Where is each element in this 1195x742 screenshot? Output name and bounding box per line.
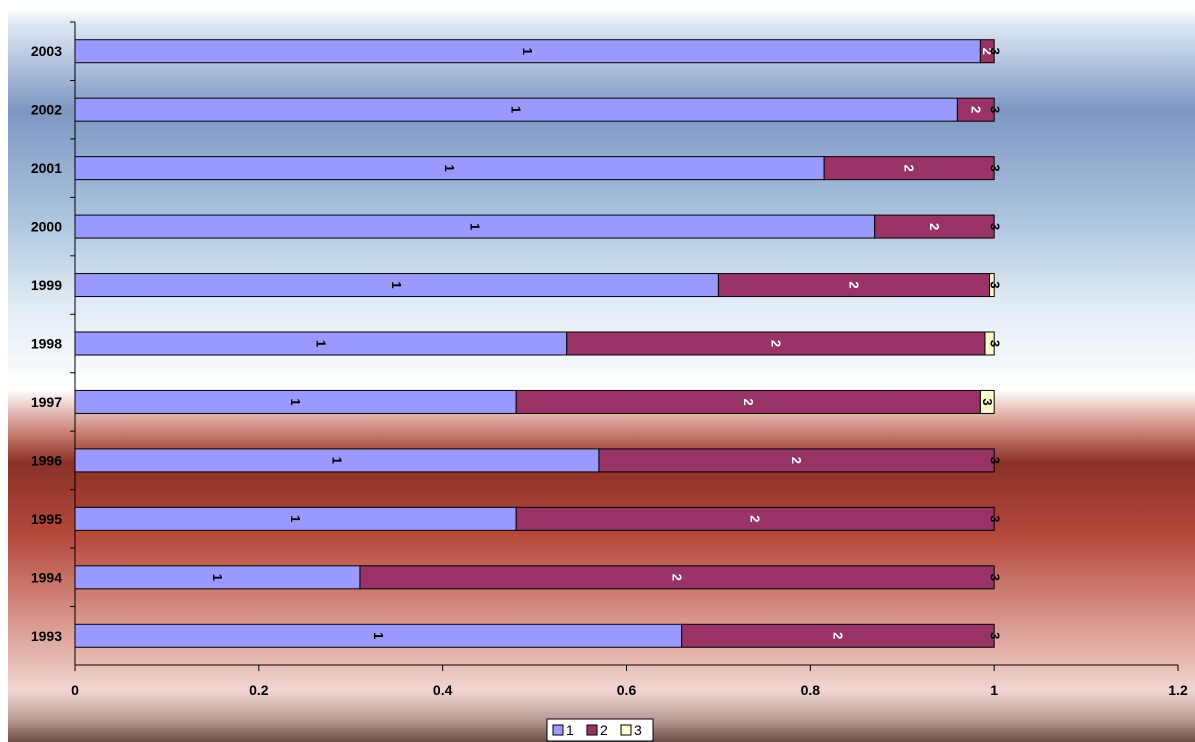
y-tick-label: 1998 <box>31 336 62 352</box>
data-label-series-2: 2 <box>768 340 783 347</box>
data-label-series-2: 2 <box>902 165 917 172</box>
data-label-series-3: 3 <box>988 106 1003 113</box>
data-label-series-1: 1 <box>371 632 386 639</box>
data-label-series-3: 3 <box>988 574 1003 581</box>
data-label-series-1: 1 <box>389 281 404 288</box>
y-tick-label: 1997 <box>31 394 62 410</box>
x-tick-label: 1 <box>990 682 998 698</box>
legend-swatch-series-1 <box>552 724 564 736</box>
data-label-series-3: 3 <box>980 398 995 405</box>
y-tick-label: 2001 <box>31 160 62 176</box>
bar-segment-series-2 <box>979 39 995 64</box>
data-label-series-1: 1 <box>520 48 535 55</box>
data-label-series-3: 3 <box>988 457 1003 464</box>
x-tick-label: 0.2 <box>249 682 269 698</box>
bar-segment-series-2 <box>681 623 995 648</box>
data-label-series-1: 1 <box>288 515 303 522</box>
data-label-series-3: 3 <box>988 515 1003 522</box>
data-label-series-2: 2 <box>980 48 995 55</box>
y-tick-label: 2002 <box>31 102 62 118</box>
bar-segment-series-2 <box>956 97 995 122</box>
bar-segment-series-2 <box>359 565 995 590</box>
x-tick-label: 1.2 <box>1168 682 1188 698</box>
y-tick-label: 1995 <box>31 511 62 527</box>
y-tick-label: 2000 <box>31 219 62 235</box>
y-tick-label: 1999 <box>31 277 62 293</box>
data-label-series-3: 3 <box>988 48 1003 55</box>
legend-swatch-series-3 <box>620 724 632 736</box>
data-label-series-3: 3 <box>988 223 1003 230</box>
y-tick-label: 1993 <box>31 628 62 644</box>
data-label-series-3: 3 <box>988 340 1003 347</box>
legend-swatch-series-2 <box>586 724 598 736</box>
bar-segment-series-2 <box>823 156 995 181</box>
legend-label-series-2: 2 <box>600 722 608 738</box>
bar-segment-series-2 <box>874 214 995 239</box>
y-tick-label: 1996 <box>31 452 62 468</box>
legend-label-series-3: 3 <box>634 722 642 738</box>
data-label-series-2: 2 <box>741 398 756 405</box>
x-tick-label: 0.6 <box>617 682 637 698</box>
data-label-series-3: 3 <box>988 281 1003 288</box>
data-label-series-1: 1 <box>329 457 344 464</box>
bar-segment-series-2 <box>598 448 995 473</box>
data-label-series-1: 1 <box>210 574 225 581</box>
data-label-series-3: 3 <box>988 632 1003 639</box>
y-tick-label: 2003 <box>31 43 62 59</box>
data-label-series-1: 1 <box>467 223 482 230</box>
x-tick-label: 0 <box>71 682 79 698</box>
data-label-series-2: 2 <box>748 515 763 522</box>
y-tick-label: 1994 <box>31 569 62 585</box>
legend-label-series-1: 1 <box>566 722 574 738</box>
chart-background <box>8 8 1195 742</box>
x-tick-label: 0.4 <box>433 682 453 698</box>
bar-segment-series-2 <box>515 506 995 531</box>
bar-segment-series-3 <box>979 389 995 414</box>
x-tick-label: 0.8 <box>801 682 821 698</box>
data-label-series-2: 2 <box>830 632 845 639</box>
data-label-series-2: 2 <box>846 281 861 288</box>
data-label-series-1: 1 <box>313 340 328 347</box>
data-label-series-2: 2 <box>670 574 685 581</box>
data-label-series-3: 3 <box>988 165 1003 172</box>
data-label-series-1: 1 <box>288 398 303 405</box>
data-label-series-2: 2 <box>789 457 804 464</box>
data-label-series-2: 2 <box>927 223 942 230</box>
bar-segment-series-3 <box>989 273 995 298</box>
legend: 1 2 3 <box>546 718 654 742</box>
data-label-series-1: 1 <box>509 106 524 113</box>
data-label-series-1: 1 <box>442 165 457 172</box>
bar-segment-series-3 <box>984 331 995 356</box>
data-label-series-2: 2 <box>968 106 983 113</box>
